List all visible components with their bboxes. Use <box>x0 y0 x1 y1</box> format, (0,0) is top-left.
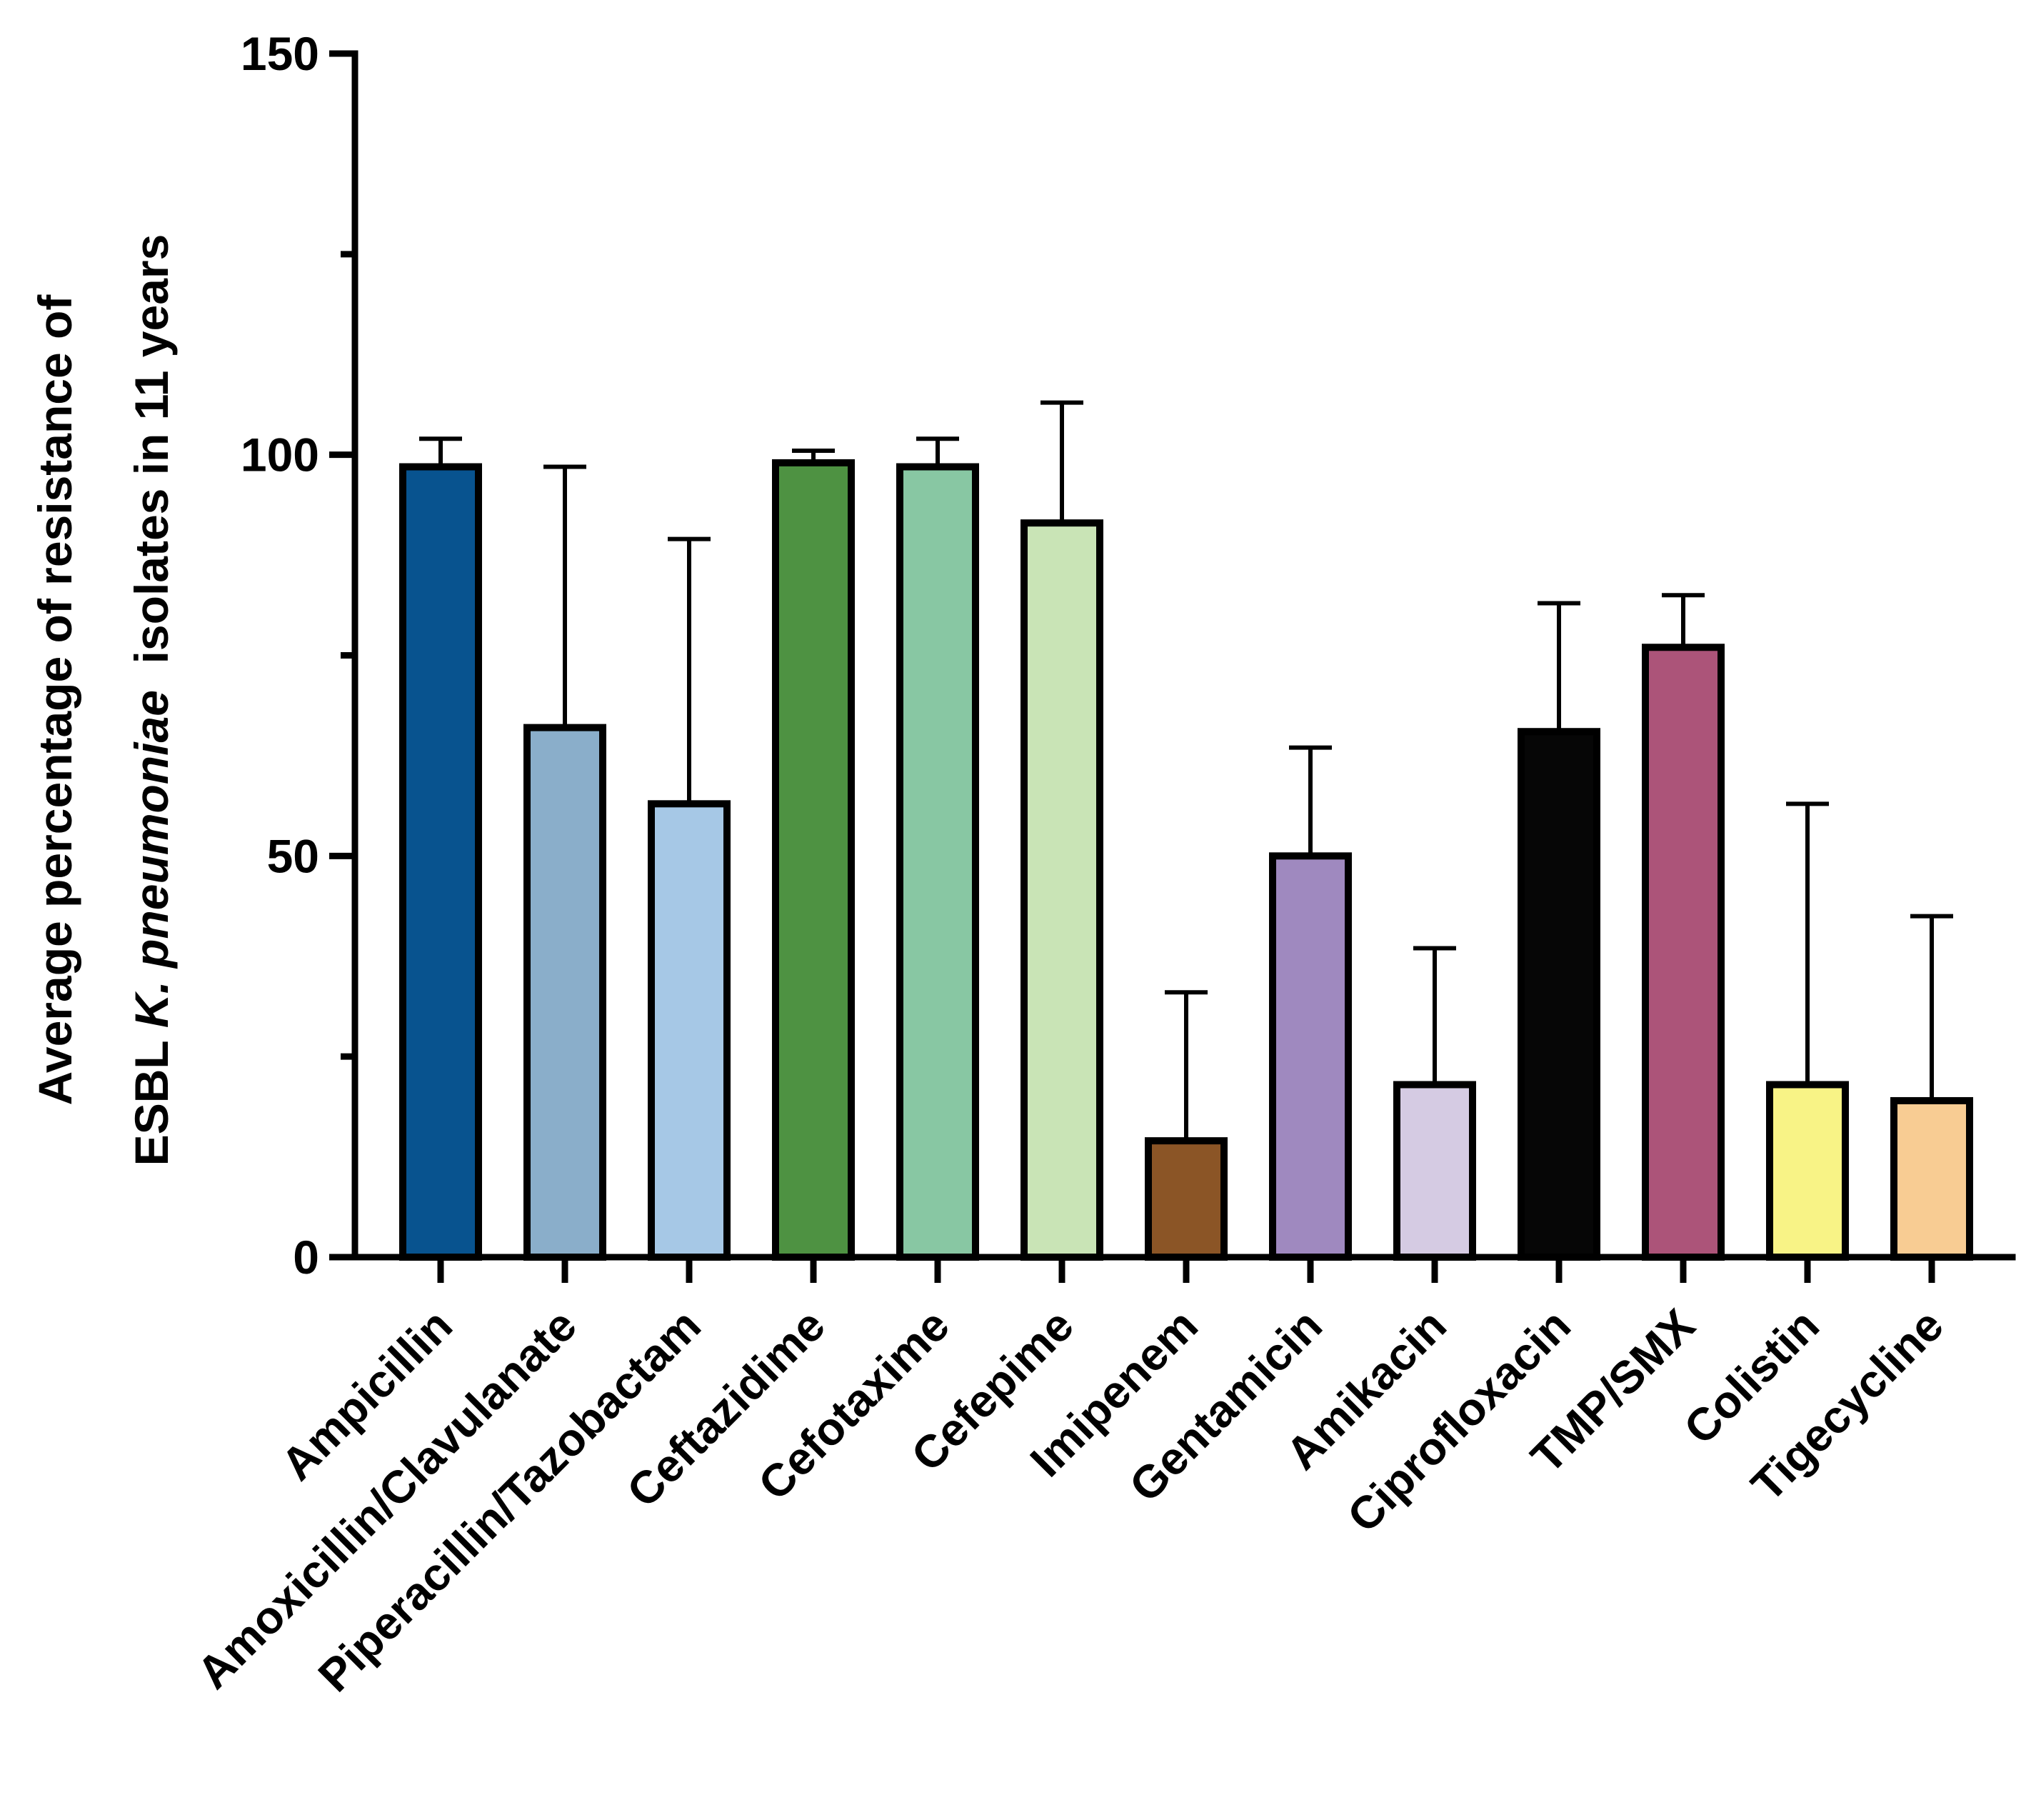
y-axis-title-suffix: isolates in 11 years <box>125 234 178 690</box>
bar <box>399 463 482 1261</box>
y-tick-label: 100 <box>241 429 319 481</box>
bar <box>1518 728 1600 1261</box>
bar <box>1269 852 1352 1261</box>
bar <box>1642 644 1725 1261</box>
bar <box>1766 1081 1849 1261</box>
x-ticks <box>437 1257 1935 1283</box>
bar <box>1020 519 1103 1261</box>
y-axis-title-line2: ESBL K. pneumoniae isolates in 11 years <box>125 234 178 1166</box>
error-bars <box>419 400 1953 1141</box>
bar <box>648 800 731 1261</box>
x-category-label: Ciprofloxacin <box>1338 1299 1580 1542</box>
bars <box>399 459 1973 1261</box>
bar <box>1145 1137 1228 1261</box>
y-axis-title-line1: Average percentage of resistance of <box>29 294 81 1106</box>
y-tick-label: 0 <box>293 1231 319 1284</box>
y-axis-title-species: K. pneumoniae <box>125 690 178 1028</box>
bar <box>1393 1081 1476 1261</box>
bar <box>896 463 979 1261</box>
category-labels: AmpicillinAmoxicillin/ClavulanatePiperac… <box>187 1299 1953 1701</box>
bar <box>1890 1096 1973 1261</box>
y-axis-title-prefix: ESBL <box>125 1028 178 1166</box>
y-tick-label: 50 <box>267 829 319 882</box>
y-tick-label: 150 <box>241 27 319 80</box>
y-ticks: 0 50 100 150 <box>241 27 355 1284</box>
bar <box>523 724 606 1261</box>
bar <box>772 459 855 1261</box>
